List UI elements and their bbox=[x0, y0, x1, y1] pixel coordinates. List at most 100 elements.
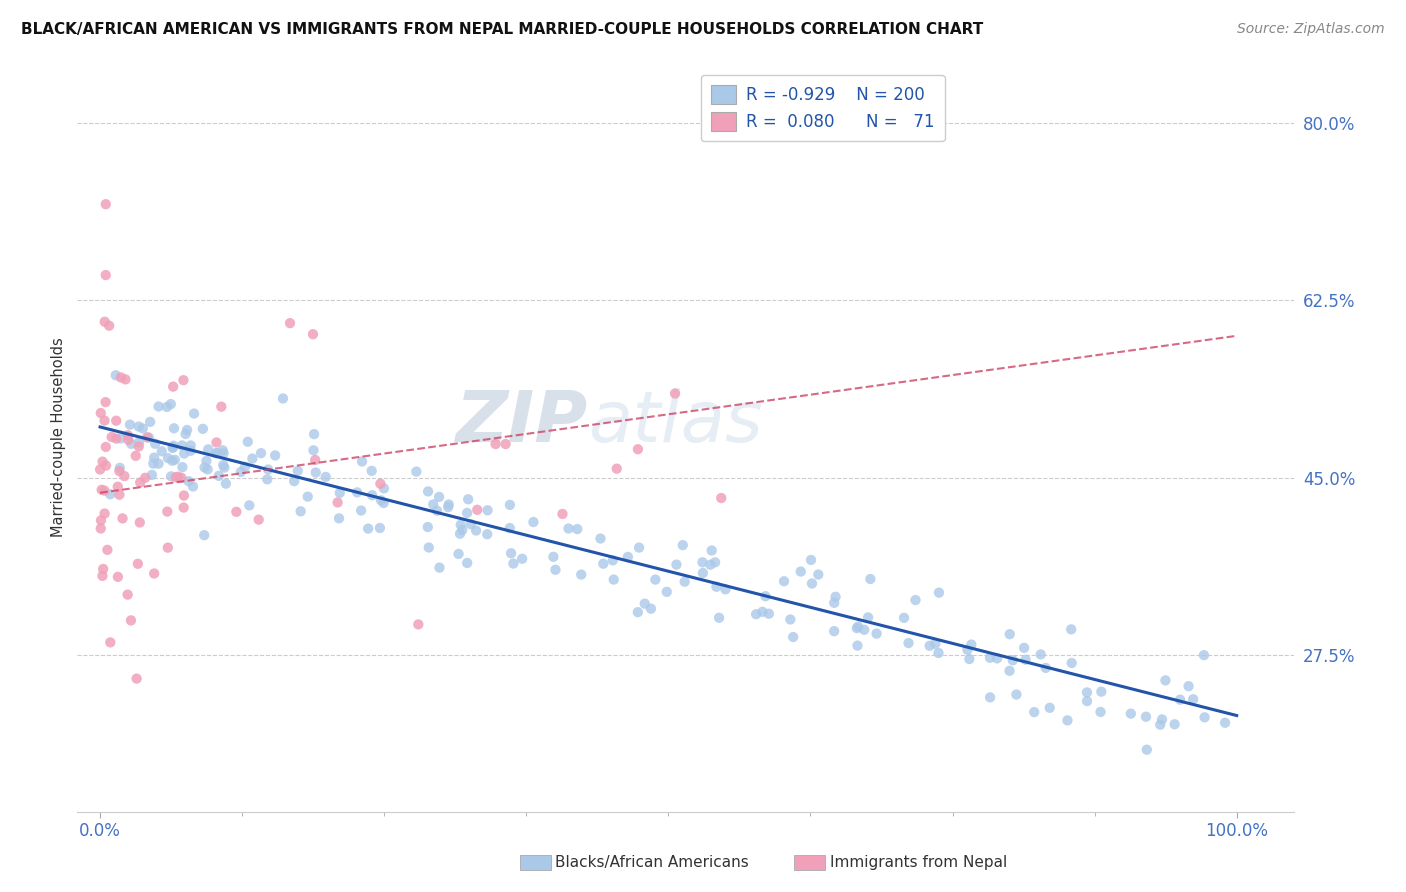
Point bbox=[998, 627, 1021, 641]
Point bbox=[91, 455, 114, 469]
Point bbox=[214, 460, 236, 475]
Point bbox=[1135, 710, 1157, 724]
Point bbox=[606, 461, 628, 475]
Point bbox=[170, 438, 193, 452]
Point bbox=[628, 541, 651, 555]
Point bbox=[416, 520, 439, 534]
Point bbox=[957, 652, 980, 666]
Point bbox=[370, 493, 392, 508]
Point bbox=[1150, 712, 1173, 726]
Point bbox=[90, 406, 112, 420]
Point bbox=[138, 430, 160, 444]
Point bbox=[706, 580, 728, 594]
Point bbox=[167, 469, 190, 483]
Point bbox=[302, 327, 325, 342]
Point bbox=[120, 614, 142, 628]
Point bbox=[699, 558, 721, 572]
Point bbox=[117, 588, 139, 602]
Point bbox=[501, 546, 523, 560]
Point bbox=[853, 623, 876, 637]
Point bbox=[368, 521, 391, 535]
Point bbox=[148, 400, 170, 414]
Point bbox=[477, 527, 499, 541]
Point bbox=[998, 664, 1021, 678]
Point bbox=[979, 650, 1001, 665]
Point bbox=[665, 558, 688, 572]
Point bbox=[156, 505, 179, 519]
Point bbox=[856, 610, 879, 624]
Point bbox=[93, 507, 115, 521]
Point bbox=[91, 569, 114, 583]
Point bbox=[111, 511, 134, 525]
Point bbox=[143, 450, 166, 465]
Point bbox=[283, 474, 305, 488]
Point bbox=[315, 470, 337, 484]
Point bbox=[142, 457, 165, 471]
Point bbox=[754, 589, 776, 603]
Point bbox=[212, 458, 235, 472]
Point bbox=[567, 522, 589, 536]
Point bbox=[928, 585, 950, 599]
Point bbox=[238, 499, 260, 513]
Point bbox=[108, 460, 131, 475]
Point bbox=[242, 451, 264, 466]
Point bbox=[271, 392, 294, 406]
Text: Source: ZipAtlas.com: Source: ZipAtlas.com bbox=[1237, 22, 1385, 37]
Point bbox=[405, 465, 427, 479]
Point bbox=[904, 593, 927, 607]
Point bbox=[502, 557, 524, 571]
Point bbox=[416, 484, 439, 499]
Text: Blacks/African Americans: Blacks/African Americans bbox=[555, 855, 749, 870]
Point bbox=[865, 626, 887, 640]
Point bbox=[927, 646, 949, 660]
Point bbox=[117, 433, 139, 447]
Point bbox=[160, 454, 183, 468]
Point bbox=[191, 422, 214, 436]
Point bbox=[450, 517, 472, 532]
Point bbox=[180, 443, 202, 458]
Point bbox=[264, 449, 287, 463]
Point bbox=[773, 574, 796, 589]
Point bbox=[437, 498, 460, 512]
Point bbox=[1163, 717, 1185, 731]
Point bbox=[846, 619, 869, 633]
Point bbox=[1005, 688, 1028, 702]
Text: ZIP: ZIP bbox=[456, 388, 588, 457]
Point bbox=[93, 315, 115, 329]
Point bbox=[1035, 661, 1057, 675]
Point bbox=[141, 467, 163, 482]
Point bbox=[127, 557, 149, 571]
Point bbox=[94, 395, 117, 409]
Point bbox=[177, 474, 200, 488]
Point bbox=[104, 368, 127, 383]
Point bbox=[174, 427, 197, 442]
Point bbox=[544, 563, 567, 577]
Point bbox=[1119, 706, 1142, 721]
Point bbox=[94, 458, 117, 473]
Point bbox=[129, 475, 152, 490]
Point bbox=[156, 541, 179, 555]
Point bbox=[823, 624, 845, 639]
Point bbox=[302, 427, 325, 442]
Point bbox=[94, 268, 117, 282]
Point bbox=[89, 462, 111, 476]
Point bbox=[673, 574, 696, 589]
Point bbox=[897, 636, 920, 650]
Point bbox=[225, 505, 247, 519]
Point bbox=[162, 439, 184, 453]
Point bbox=[1182, 692, 1205, 706]
Point bbox=[373, 482, 395, 496]
Point bbox=[212, 446, 235, 460]
Point bbox=[352, 454, 374, 468]
Point bbox=[924, 637, 946, 651]
Point bbox=[956, 642, 979, 657]
Point bbox=[93, 483, 115, 498]
Point bbox=[510, 551, 533, 566]
Point bbox=[373, 496, 395, 510]
Point bbox=[451, 523, 474, 537]
Point bbox=[745, 607, 768, 622]
Point bbox=[758, 607, 780, 621]
Point bbox=[460, 517, 482, 532]
Point bbox=[429, 560, 451, 574]
Point bbox=[98, 487, 121, 501]
